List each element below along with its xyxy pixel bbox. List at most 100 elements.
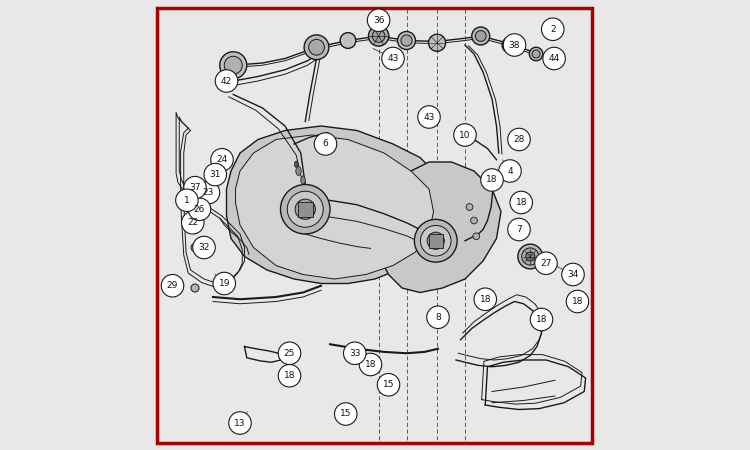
Text: 18: 18 xyxy=(486,176,498,184)
Ellipse shape xyxy=(530,47,543,61)
Ellipse shape xyxy=(427,232,444,249)
Ellipse shape xyxy=(295,199,315,220)
Ellipse shape xyxy=(526,252,535,261)
Text: 2: 2 xyxy=(550,25,556,34)
Circle shape xyxy=(176,189,198,212)
Circle shape xyxy=(382,47,404,70)
Circle shape xyxy=(454,124,476,146)
Text: 36: 36 xyxy=(373,16,384,25)
Text: 7: 7 xyxy=(516,225,522,234)
Circle shape xyxy=(184,176,206,199)
Circle shape xyxy=(359,353,382,376)
Circle shape xyxy=(503,34,526,56)
Circle shape xyxy=(314,133,337,155)
Text: 38: 38 xyxy=(509,40,520,50)
Text: 18: 18 xyxy=(572,297,584,306)
Text: 18: 18 xyxy=(536,315,548,324)
Circle shape xyxy=(543,47,566,70)
Text: 34: 34 xyxy=(567,270,579,279)
Ellipse shape xyxy=(191,225,199,234)
Ellipse shape xyxy=(428,34,445,51)
Text: 33: 33 xyxy=(349,349,361,358)
Ellipse shape xyxy=(466,203,472,210)
Text: 26: 26 xyxy=(194,205,206,214)
Text: 18: 18 xyxy=(364,360,376,369)
Circle shape xyxy=(278,342,301,364)
Ellipse shape xyxy=(287,191,323,227)
Ellipse shape xyxy=(304,35,328,59)
Circle shape xyxy=(334,403,357,425)
Ellipse shape xyxy=(472,233,480,239)
Ellipse shape xyxy=(522,248,538,265)
Circle shape xyxy=(427,306,449,328)
Text: 32: 32 xyxy=(198,243,210,252)
Text: 1: 1 xyxy=(184,196,190,205)
Polygon shape xyxy=(226,126,447,284)
Ellipse shape xyxy=(301,176,305,184)
Ellipse shape xyxy=(414,220,457,262)
Text: 43: 43 xyxy=(423,112,435,122)
Ellipse shape xyxy=(532,50,540,58)
Text: 10: 10 xyxy=(459,130,471,140)
Circle shape xyxy=(197,181,220,204)
Text: 44: 44 xyxy=(548,54,560,63)
Circle shape xyxy=(215,70,238,92)
Text: 15: 15 xyxy=(340,410,352,418)
Circle shape xyxy=(278,364,301,387)
Circle shape xyxy=(344,342,366,364)
Ellipse shape xyxy=(191,284,199,292)
Ellipse shape xyxy=(432,237,439,245)
Ellipse shape xyxy=(506,40,515,50)
Text: 37: 37 xyxy=(189,183,201,192)
Text: 28: 28 xyxy=(513,135,525,144)
Circle shape xyxy=(204,163,226,186)
Text: 29: 29 xyxy=(166,281,178,290)
Ellipse shape xyxy=(340,33,356,49)
Ellipse shape xyxy=(421,225,451,256)
Text: 31: 31 xyxy=(209,170,221,179)
Text: 27: 27 xyxy=(540,259,552,268)
Ellipse shape xyxy=(476,31,486,41)
Text: 24: 24 xyxy=(216,155,228,164)
Circle shape xyxy=(542,18,564,40)
Circle shape xyxy=(499,160,521,182)
Text: 4: 4 xyxy=(507,166,513,176)
Ellipse shape xyxy=(295,161,298,167)
FancyBboxPatch shape xyxy=(429,234,442,248)
Circle shape xyxy=(535,252,557,274)
Text: 18: 18 xyxy=(284,371,296,380)
Ellipse shape xyxy=(220,52,247,79)
Circle shape xyxy=(377,374,400,396)
Circle shape xyxy=(510,191,532,214)
Text: 19: 19 xyxy=(218,279,230,288)
Ellipse shape xyxy=(400,35,412,46)
Circle shape xyxy=(566,290,589,313)
Circle shape xyxy=(188,198,211,220)
Circle shape xyxy=(481,169,503,191)
Ellipse shape xyxy=(503,37,518,53)
Circle shape xyxy=(418,106,440,128)
Ellipse shape xyxy=(368,26,388,46)
Circle shape xyxy=(474,288,496,310)
Circle shape xyxy=(182,212,204,234)
Circle shape xyxy=(530,308,553,331)
Ellipse shape xyxy=(518,244,542,269)
Text: 18: 18 xyxy=(515,198,527,207)
Ellipse shape xyxy=(372,30,385,42)
Ellipse shape xyxy=(300,204,310,214)
Text: 15: 15 xyxy=(382,380,394,389)
Circle shape xyxy=(213,272,236,295)
Text: 6: 6 xyxy=(322,140,328,148)
Ellipse shape xyxy=(224,56,242,74)
Circle shape xyxy=(562,263,584,286)
Circle shape xyxy=(229,412,251,434)
Ellipse shape xyxy=(472,27,490,45)
Circle shape xyxy=(161,274,184,297)
Ellipse shape xyxy=(191,243,199,252)
Ellipse shape xyxy=(280,184,330,234)
Polygon shape xyxy=(380,162,501,292)
Text: 23: 23 xyxy=(202,188,214,197)
Text: 25: 25 xyxy=(284,349,296,358)
Circle shape xyxy=(508,128,530,151)
Text: 43: 43 xyxy=(387,54,399,63)
